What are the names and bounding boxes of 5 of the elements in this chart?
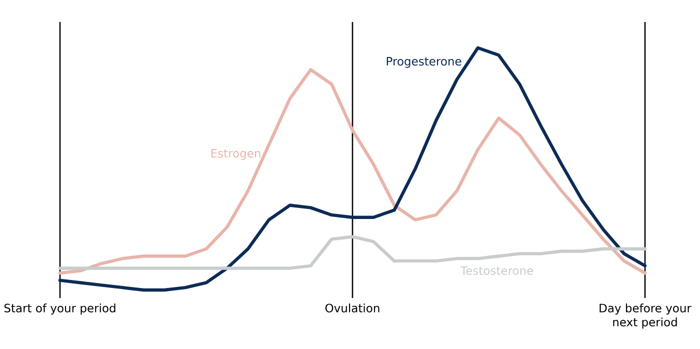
x-tick-label: Ovulation bbox=[325, 304, 380, 312]
series-label: Progesterone bbox=[386, 57, 462, 68]
x-tick-label: Start of your period bbox=[4, 304, 116, 315]
series-label: Estrogen bbox=[211, 149, 260, 160]
x-tick-label: Day before your next period bbox=[600, 304, 692, 329]
